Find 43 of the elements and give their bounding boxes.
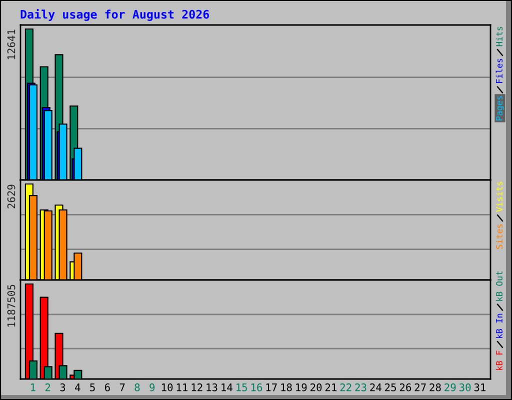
text: 1187505 (7, 284, 16, 327)
x-tick-label: 5 (90, 384, 95, 392)
text: 12641 (7, 30, 16, 60)
x-tick-label: 24 (370, 383, 382, 392)
text: Visits (496, 182, 503, 212)
chart-title: Daily usage for August 2026 (20, 9, 210, 21)
x-tick-label: 16 (251, 383, 262, 392)
x-tick-label: 12 (192, 383, 202, 392)
x-tick-label: 15 (236, 384, 247, 392)
x-tick-label: 20 (310, 383, 322, 392)
x-tick-label: 17 (266, 384, 277, 392)
x-tick-label: 19 (296, 383, 307, 392)
x-tick-label: 27 (414, 383, 426, 392)
x-tick-label: 2 (45, 383, 50, 392)
legend-label: Sites (496, 224, 503, 249)
x-tick-label: 11 (176, 384, 188, 392)
x-tick-label: 14 (222, 384, 232, 392)
x-tick-label: 28 (430, 383, 441, 392)
text: 2629 (7, 184, 16, 208)
x-tick-label: 25 (385, 383, 396, 392)
x-tick-label: 7 (120, 384, 125, 392)
x-tick-label: 26 (400, 383, 412, 392)
x-tick-label: 9 (150, 383, 155, 392)
x-tick-label: 31 (474, 383, 486, 392)
text: Hits (496, 26, 503, 46)
x-tick-label: 10 (162, 383, 173, 392)
x-tick-label: 29 (444, 383, 456, 392)
legend-label: Files (496, 58, 503, 83)
legend-label: Pages (496, 96, 504, 120)
x-tick-label: 1 (31, 384, 36, 392)
legend-label: kB F (496, 350, 502, 370)
legend-label: kB In (496, 314, 502, 338)
x-tick-label: 6 (104, 383, 110, 392)
x-tick-label: 8 (134, 383, 140, 392)
x-tick-label: 3 (60, 383, 66, 392)
x-tick-label: 30 (459, 383, 471, 392)
x-tick-label: 4 (75, 384, 80, 392)
x-tick-label: 23 (355, 383, 366, 392)
text: kB Out (496, 271, 503, 301)
x-tick-label: 21 (325, 383, 336, 392)
x-tick-label: 22 (340, 383, 352, 392)
x-tick-label: 13 (206, 383, 218, 392)
x-tick-label: 18 (281, 383, 292, 392)
